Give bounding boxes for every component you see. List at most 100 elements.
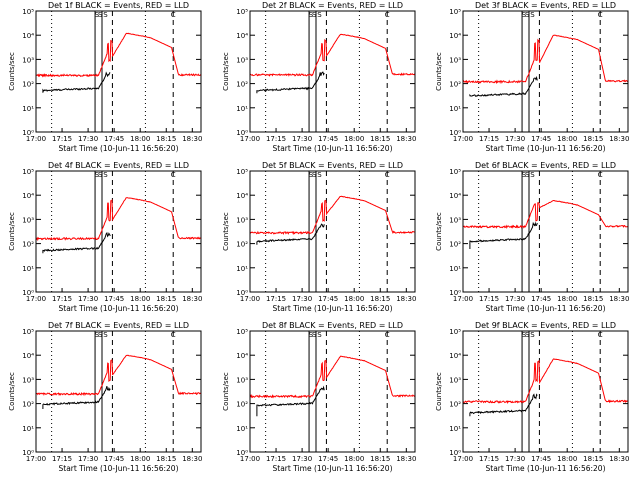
y-axis-label: Counts/sec [222,212,230,251]
x-axis-label: Start Time (10-Jun-11 16:56:20) [273,464,393,473]
y-axis-label: Counts/sec [8,372,16,411]
x-tick-label: 17:30 [292,455,312,463]
x-tick-label: 17:45 [531,135,551,143]
panel-title: Det 2f BLACK = Events, RED = LLD [262,1,403,10]
y-tick-label: 10¹ [22,425,34,433]
x-tick-label: 18:30 [396,135,416,143]
y-tick-label: 10² [236,241,248,249]
y-tick-label: 10² [449,81,461,89]
y-tick-label: 10³ [236,216,248,224]
marker-label: S [309,11,314,19]
x-tick-label: 18:15 [583,455,603,463]
x-tick-label: 18:15 [156,135,176,143]
x-tick-label: 17:30 [505,455,525,463]
marker-label: C [171,171,176,179]
panel-title: Det 5f BLACK = Events, RED = LLD [262,161,403,170]
y-tick-label: 10³ [449,56,461,64]
lld-series-line [35,197,202,242]
x-tick-label: 18:15 [156,455,176,463]
x-tick-label: 18:00 [344,135,364,143]
events-series-line [469,75,538,97]
marker-label: S [98,171,103,179]
y-tick-label: 10³ [22,56,34,64]
x-tick-label: 18:15 [370,295,390,303]
panel-title: Det 9f BLACK = Events, RED = LLD [475,321,616,330]
y-tick-label: 10⁰ [22,289,34,297]
y-tick-label: 10³ [236,376,248,384]
x-axis-label: Start Time (10-Jun-11 16:56:20) [273,144,393,153]
x-tick-label: 18:00 [130,455,150,463]
panel-frame [249,10,416,133]
x-axis-label: Start Time (10-Jun-11 16:56:20) [486,464,606,473]
y-tick-label: 10⁴ [22,352,34,360]
y-tick-label: 10⁴ [236,192,248,200]
y-tick-label: 10⁵ [449,168,461,176]
x-tick-label: 18:30 [609,295,629,303]
lld-series-line [249,355,416,399]
y-tick-label: 10⁰ [449,449,461,457]
marker-label: S [95,11,100,19]
y-tick-label: 10⁵ [449,328,461,336]
events-series-line [42,386,111,409]
y-tick-label: 10³ [22,376,34,384]
x-tick-label: 17:15 [479,295,499,303]
panel-frame [462,330,629,453]
y-tick-label: 10⁰ [22,449,34,457]
marker-label: S [312,11,317,19]
x-tick-label: 18:30 [182,455,202,463]
marker-label: S [525,171,530,179]
marker-label: S [95,331,100,339]
y-tick-label: 10¹ [22,265,34,273]
marker-label: C [385,11,390,19]
x-tick-label: 17:30 [78,455,98,463]
x-tick-label: 18:00 [344,455,364,463]
x-tick-label: 17:00 [26,455,46,463]
x-tick-label: 17:15 [52,295,72,303]
panel-title: Det 8f BLACK = Events, RED = LLD [262,321,403,330]
events-series-line [256,223,325,245]
y-tick-label: 10⁰ [236,449,248,457]
x-tick-label: 17:30 [292,135,312,143]
y-tick-label: 10¹ [236,425,248,433]
y-tick-label: 10³ [449,376,461,384]
lld-series-line [35,354,201,397]
marker-label: S [312,331,317,339]
marker-label: C [598,171,603,179]
events-series-line [469,221,538,249]
y-axis-label: Counts/sec [435,52,443,91]
x-tick-label: 18:15 [583,295,603,303]
panel-title: Det 1f BLACK = Events, RED = LLD [48,1,189,10]
x-tick-label: 18:30 [182,295,202,303]
y-tick-label: 10⁴ [449,32,461,40]
lld-series-line [249,195,415,236]
x-tick-label: 17:00 [240,455,260,463]
x-tick-label: 17:15 [479,455,499,463]
marker-label: S [530,11,535,19]
marker-label: S [103,171,108,179]
x-tick-label: 17:15 [266,295,286,303]
y-tick-label: 10⁰ [236,289,248,297]
y-axis-label: Counts/sec [435,212,443,251]
x-tick-label: 17:00 [453,135,473,143]
x-tick-label: 18:30 [396,295,416,303]
marker-label: S [530,331,535,339]
marker-label: S [522,171,527,179]
x-axis-label: Start Time (10-Jun-11 16:56:20) [59,144,179,153]
x-tick-label: 17:00 [26,295,46,303]
y-tick-label: 10¹ [449,105,461,113]
x-tick-label: 17:45 [531,455,551,463]
x-tick-label: 17:00 [240,295,260,303]
panel-frame [249,330,416,453]
events-series-line [469,393,538,417]
y-tick-label: 10⁰ [22,129,34,137]
marker-label: S [317,11,322,19]
x-tick-label: 18:30 [396,455,416,463]
marker-label: C [171,331,176,339]
